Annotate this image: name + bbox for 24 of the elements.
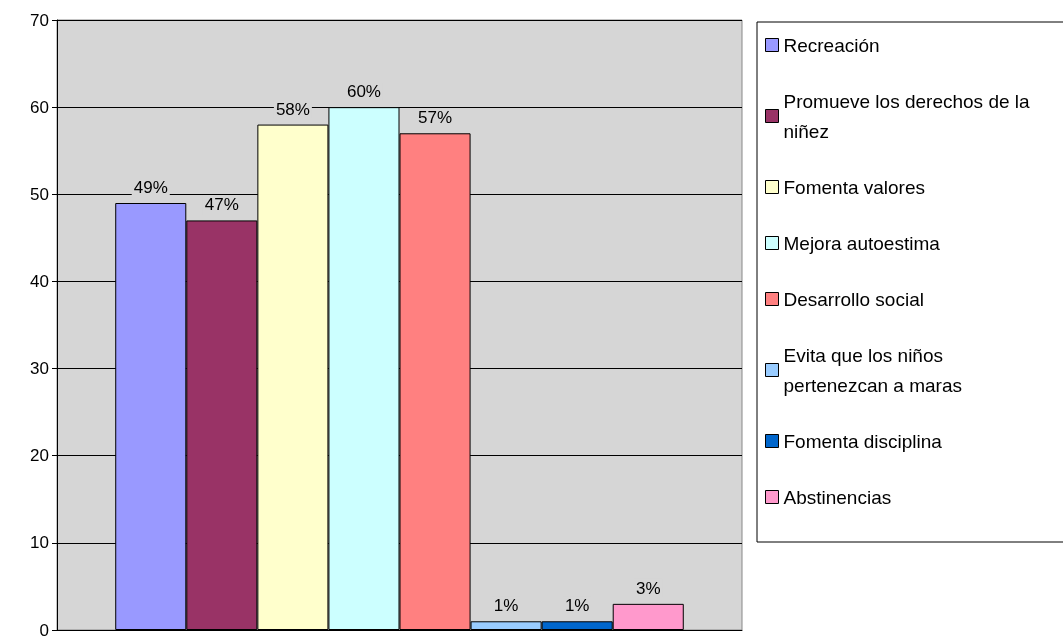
y-tick-label: 60 (30, 97, 49, 117)
y-tick-label: 40 (30, 271, 49, 291)
legend-label: Fomenta valores (783, 176, 926, 198)
data-label: 3% (635, 578, 661, 598)
y-tick-label: 10 (30, 533, 49, 553)
data-label: 58% (275, 99, 310, 119)
y-tick-label: 30 (30, 359, 49, 379)
y-tick-label: 20 (30, 446, 49, 466)
data-label: 47% (204, 195, 239, 215)
legend-label: Fomenta disciplina (783, 430, 943, 452)
data-label: 49% (133, 178, 168, 197)
data-label: 57% (418, 108, 453, 128)
y-tick-label: 70 (30, 10, 49, 30)
legend-label: Recreación (783, 34, 880, 56)
y-tick-label: 0 (39, 620, 49, 640)
legend-label: Desarrollo social (783, 288, 924, 310)
legend-label: Promueve los derechos de la niñez (783, 90, 1035, 142)
y-tick-label: 50 (30, 184, 49, 204)
legend-label: Evita que los niños pertenezcan a maras (783, 344, 962, 396)
legend-label: Mejora autoestima (783, 232, 941, 254)
data-label: 60% (346, 82, 381, 102)
legend-label: Abstinencias (783, 486, 892, 508)
data-label: 1% (493, 596, 519, 616)
data-label: 1% (564, 596, 590, 616)
